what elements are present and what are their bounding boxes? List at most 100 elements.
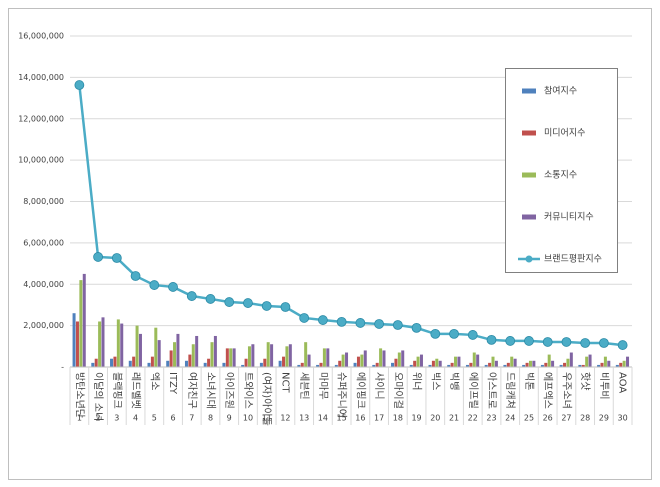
bar xyxy=(241,364,245,367)
y-tick-label: 16,000,000 xyxy=(18,32,64,41)
category-number: 27 xyxy=(561,414,571,423)
bar xyxy=(372,364,376,367)
bar xyxy=(113,356,117,367)
bar xyxy=(431,360,435,367)
bar xyxy=(157,340,161,367)
bar xyxy=(195,335,199,367)
bar xyxy=(169,350,173,367)
x-tick-label: 방탄소년단 xyxy=(73,372,85,418)
legend-label: 커뮤니티지수 xyxy=(544,212,594,223)
bar xyxy=(544,362,548,367)
line-marker xyxy=(111,253,122,263)
bar xyxy=(401,350,405,367)
bar xyxy=(469,362,473,367)
category-number: 30 xyxy=(618,414,628,423)
line-marker xyxy=(542,337,553,347)
bar xyxy=(203,362,207,367)
bar xyxy=(563,362,567,367)
x-tick-label: AOA xyxy=(617,372,628,393)
bar xyxy=(82,273,86,367)
bar xyxy=(98,321,102,367)
bar xyxy=(150,356,154,367)
legend-label: 브랜드평판지수 xyxy=(544,254,602,265)
bar xyxy=(282,356,286,367)
x-tick-label: 소녀시대 xyxy=(205,372,217,409)
category-number: 6 xyxy=(170,414,175,423)
line-marker xyxy=(168,282,178,292)
bar xyxy=(510,356,514,367)
bar xyxy=(213,335,217,367)
bar xyxy=(91,362,95,367)
category-number: 17 xyxy=(374,414,384,423)
bar xyxy=(513,358,517,367)
x-tick-label: NCT xyxy=(279,372,290,393)
x-tick-label: (여자)아이들 xyxy=(261,372,273,426)
bar xyxy=(101,317,105,367)
category-number: 25 xyxy=(524,414,534,423)
category-number: 21 xyxy=(449,414,459,423)
x-tick-label: 드림캐쳐 xyxy=(504,372,516,409)
x-tick-label: 트와이스 xyxy=(242,372,254,409)
bar xyxy=(488,362,492,367)
x-tick-label: 아이즈원 xyxy=(223,372,235,409)
category-number: 15 xyxy=(337,414,347,423)
line-marker xyxy=(280,302,291,312)
bar xyxy=(450,362,454,367)
y-tick-label: 6,000,000 xyxy=(23,238,64,247)
category-number: 10 xyxy=(243,414,253,423)
bar xyxy=(416,356,420,367)
legend-swatch xyxy=(522,88,536,94)
bar xyxy=(528,360,532,367)
bar xyxy=(94,358,98,367)
bar xyxy=(247,346,251,367)
bar xyxy=(322,348,326,367)
bar xyxy=(581,364,585,367)
bar xyxy=(251,344,255,367)
bar xyxy=(569,352,573,367)
bar xyxy=(363,350,367,367)
bar xyxy=(173,342,177,367)
category-number: 5 xyxy=(152,414,157,423)
bar xyxy=(472,352,476,367)
bar xyxy=(319,362,323,367)
line-marker xyxy=(186,291,197,301)
legend-label: 참여지수 xyxy=(544,85,577,97)
bar xyxy=(413,360,417,367)
bar xyxy=(484,364,488,367)
bar xyxy=(316,364,320,367)
bar xyxy=(522,364,526,367)
bar xyxy=(375,362,379,367)
y-tick-label: 14,000,000 xyxy=(18,73,64,82)
x-tick-label: 엑소 xyxy=(148,372,160,390)
category-number: 7 xyxy=(189,414,194,423)
category-number: 2 xyxy=(96,414,101,423)
bar xyxy=(607,360,611,367)
x-tick-label: 에이프릴 xyxy=(467,372,480,409)
category-number: 4 xyxy=(133,414,138,423)
line-marker xyxy=(449,328,459,339)
bar xyxy=(154,327,158,367)
x-tick-label: 레드벨벳 xyxy=(130,372,142,409)
bar xyxy=(615,364,619,367)
bar xyxy=(619,362,623,367)
bar xyxy=(394,358,398,367)
category-number: 3 xyxy=(114,414,119,423)
x-tick-label: 에프엑스 xyxy=(542,372,554,409)
bar xyxy=(428,364,432,367)
bar xyxy=(419,354,423,367)
bar xyxy=(297,364,301,367)
bar xyxy=(222,362,226,367)
bar xyxy=(356,356,360,367)
bar xyxy=(397,352,401,367)
bar xyxy=(588,354,592,367)
bar xyxy=(626,356,630,367)
line-marker xyxy=(299,313,310,323)
y-tick-label: 4,000,000 xyxy=(23,280,64,289)
category-number: 22 xyxy=(468,414,478,423)
line-marker xyxy=(205,294,216,304)
line-marker xyxy=(392,320,403,330)
x-tick-label: 샤이니 xyxy=(373,372,385,400)
category-number: 20 xyxy=(430,414,440,423)
bar xyxy=(597,364,601,367)
bar xyxy=(603,356,607,367)
